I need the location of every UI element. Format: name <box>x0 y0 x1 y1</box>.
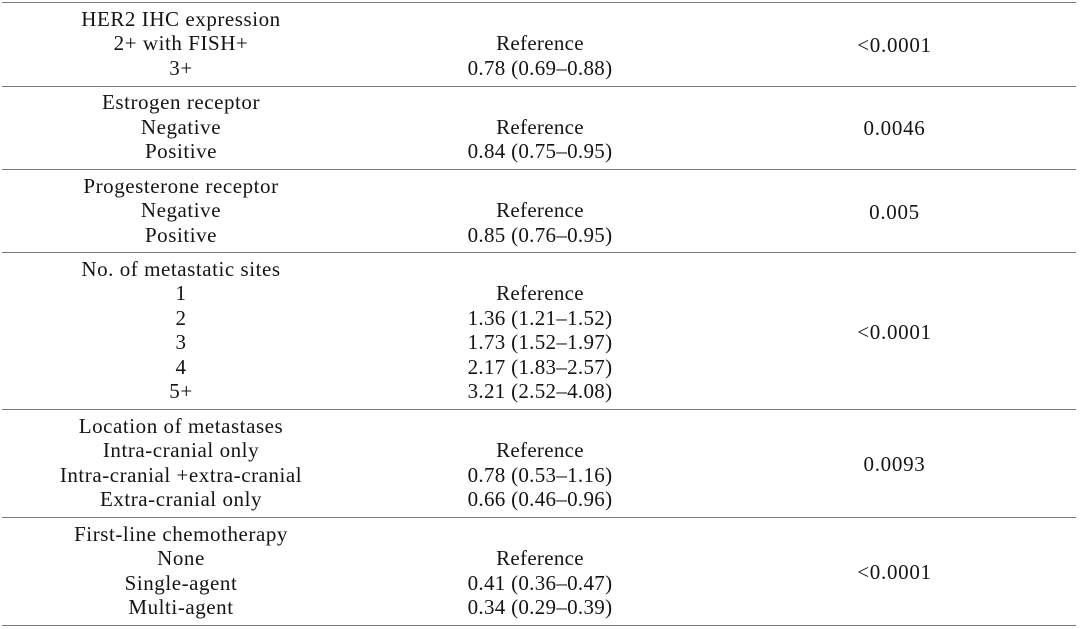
section-header: Location of metastases <box>78 413 284 438</box>
label-column: Progesterone receptor Negative Positive <box>2 174 362 253</box>
value-column: Reference 0.78 (0.69–0.88) <box>362 7 718 86</box>
section-header: Estrogen receptor <box>101 90 261 114</box>
label-column: Location of metastases Intra-cranial onl… <box>2 414 362 518</box>
p-value: <0.0001 <box>857 560 932 585</box>
p-value: 0.005 <box>869 199 920 224</box>
row-value: Reference <box>496 198 584 223</box>
row-value: Reference <box>496 114 584 139</box>
row-label: Positive <box>144 222 218 247</box>
row-label: 5+ <box>169 379 193 404</box>
row-label: Intra-cranial +extra-cranial <box>59 462 303 487</box>
value-column: Reference 0.41 (0.36–0.47) 0.34 (0.29–0.… <box>362 522 718 625</box>
value-column: Reference 1.36 (1.21–1.52) 1.73 (1.52–1.… <box>362 257 718 410</box>
row-value: 1.36 (1.21–1.52) <box>467 305 613 330</box>
p-value-column: <0.0001 <box>718 253 1076 409</box>
p-value-column: <0.0001 <box>718 518 1076 625</box>
row-value: Reference <box>496 438 584 463</box>
value-column: Reference 0.85 (0.76–0.95) <box>362 174 718 253</box>
row-value: 1.73 (1.52–1.97) <box>467 330 613 355</box>
row-label: 3 <box>175 330 187 355</box>
section-header: HER2 IHC expression <box>81 6 281 31</box>
row-value: 0.85 (0.76–0.95) <box>467 222 613 247</box>
section-her2-ihc-expression: HER2 IHC expression 2+ with FISH+ 3+ Ref… <box>2 2 1076 86</box>
label-column: Estrogen receptor Negative Positive <box>2 90 362 169</box>
section-header: No. of metastatic sites <box>81 256 281 281</box>
p-value: <0.0001 <box>857 32 932 57</box>
row-label: Negative <box>140 198 222 223</box>
row-value: 0.34 (0.29–0.39) <box>467 595 613 620</box>
row-value: Reference <box>496 281 584 306</box>
label-column: No. of metastatic sites 1 2 3 4 5+ <box>2 257 362 410</box>
row-label: 2 <box>175 305 187 330</box>
p-value: 0.0046 <box>863 116 926 141</box>
section-progesterone-receptor: Progesterone receptor Negative Positive … <box>2 169 1076 252</box>
row-label: Extra-cranial only <box>99 487 263 512</box>
row-value: 0.78 (0.69–0.88) <box>467 55 613 80</box>
p-value-column: 0.0046 <box>718 87 1076 170</box>
row-value: 3.21 (2.52–4.08) <box>467 379 613 404</box>
label-column: First-line chemotherapy None Single-agen… <box>2 522 362 625</box>
row-label: None <box>157 546 205 571</box>
label-column: HER2 IHC expression 2+ with FISH+ 3+ <box>2 7 362 86</box>
p-value-column: 0.005 <box>718 170 1076 252</box>
row-label: 2+ with FISH+ <box>113 31 249 55</box>
section-header: First-line chemotherapy <box>74 521 288 546</box>
row-value: 0.84 (0.75–0.95) <box>467 139 613 163</box>
p-value: 0.0093 <box>863 452 926 477</box>
row-label: 1 <box>175 281 187 306</box>
row-label: Single-agent <box>124 570 238 595</box>
section-estrogen-receptor: Estrogen receptor Negative Positive Refe… <box>2 85 1076 170</box>
row-label: 4 <box>175 354 187 379</box>
row-value: Reference <box>496 546 584 571</box>
section-first-line-chemotherapy: First-line chemotherapy None Single-agen… <box>2 517 1076 627</box>
row-label: Positive <box>144 139 218 163</box>
p-value-column: <0.0001 <box>718 3 1076 86</box>
row-value: 2.17 (1.83–2.57) <box>467 354 613 379</box>
section-header: Progesterone receptor <box>83 173 279 198</box>
value-column: Reference 0.78 (0.53–1.16) 0.66 (0.46–0.… <box>362 414 718 518</box>
row-label: 3+ <box>169 55 193 80</box>
p-value: <0.0001 <box>857 319 932 344</box>
row-value: 0.41 (0.36–0.47) <box>467 570 613 595</box>
p-value-column: 0.0093 <box>718 410 1076 517</box>
row-value: 0.66 (0.46–0.96) <box>467 487 613 512</box>
value-column: Reference 0.84 (0.75–0.95) <box>362 90 718 169</box>
row-label: Intra-cranial only <box>102 438 260 463</box>
row-value: Reference <box>496 31 584 55</box>
row-value: 0.78 (0.53–1.16) <box>467 462 613 487</box>
section-location-of-metastases: Location of metastases Intra-cranial onl… <box>2 409 1076 517</box>
row-label: Multi-agent <box>128 595 234 620</box>
section-no-of-metastatic-sites: No. of metastatic sites 1 2 3 4 5+ Refer… <box>2 252 1076 409</box>
row-label: Negative <box>140 114 222 139</box>
